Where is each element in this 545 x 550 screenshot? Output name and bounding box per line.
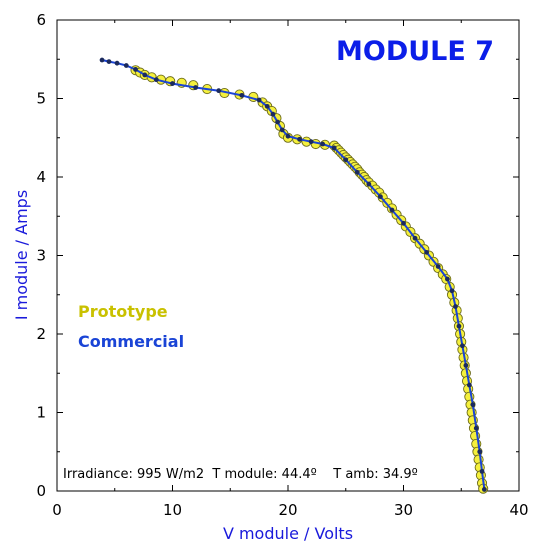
y-tick-label: 2 [36,325,46,343]
legend-prototype: Prototype [78,302,168,321]
x-tick-label: 10 [163,501,182,519]
commercial-point [331,145,337,151]
y-tick-label: 4 [36,168,46,186]
plot-frame [56,19,520,492]
commercial-point [270,111,276,117]
axis-ticks: 0 10 20 30 40 0 1 2 3 4 5 6 [36,11,528,519]
conditions-annotation: Irradiance: 995 W/m2 T module: 44.4º T a… [63,467,418,482]
commercial-point [466,382,472,388]
commercial-point [389,207,395,213]
commercial-point [320,141,326,147]
y-tick-label: 0 [36,482,46,500]
commercial-point [239,92,245,98]
commercial-point [133,67,138,72]
commercial-point [477,449,483,455]
commercial-point [366,181,372,187]
commercial-point [285,133,291,139]
legend-commercial: Commercial [78,332,184,351]
commercial-point [142,72,148,78]
commercial-point [456,323,462,329]
x-tick-label: 40 [509,501,528,519]
commercial-point [343,157,349,163]
commercial-point [453,304,458,309]
commercial-point [193,85,199,90]
commercial-point [412,235,418,241]
commercial-point [114,60,120,66]
y-axis-title: I module / Amps [12,190,31,320]
x-axis-title: V module / Volts [223,524,353,543]
commercial-point [106,59,112,65]
commercial-point [153,77,159,83]
commercial-point [256,97,262,103]
commercial-point [449,288,455,294]
commercial-point [460,343,465,349]
commercial-point [378,194,383,200]
commercial-point [481,487,487,492]
commercial-point [463,363,469,368]
y-tick-label: 6 [36,11,46,29]
commercial-point [275,119,281,125]
x-tick-label: 30 [394,501,413,519]
commercial-point [354,169,360,175]
commercial-point [479,468,485,474]
commercial-point [308,139,314,145]
y-tick-label: 1 [36,404,46,422]
commercial-point [444,276,450,282]
commercial-point [473,425,479,431]
commercial-point [99,57,105,63]
chart-title: MODULE 7 [336,36,494,67]
x-tick-label: 0 [52,501,62,519]
commercial-point [170,81,175,86]
y-tick-label: 3 [36,247,46,265]
commercial-line [101,59,486,490]
commercial-point [435,264,441,269]
commercial-point [264,103,270,109]
y-tick-label: 5 [36,90,46,108]
x-tick-label: 20 [278,501,297,519]
commercial-point [279,127,285,133]
commercial-point [401,220,406,226]
commercial-point [424,249,429,255]
commercial-series [99,57,487,492]
commercial-point [297,136,302,142]
commercial-point [123,63,129,68]
commercial-point [216,88,222,94]
commercial-point [470,402,476,408]
